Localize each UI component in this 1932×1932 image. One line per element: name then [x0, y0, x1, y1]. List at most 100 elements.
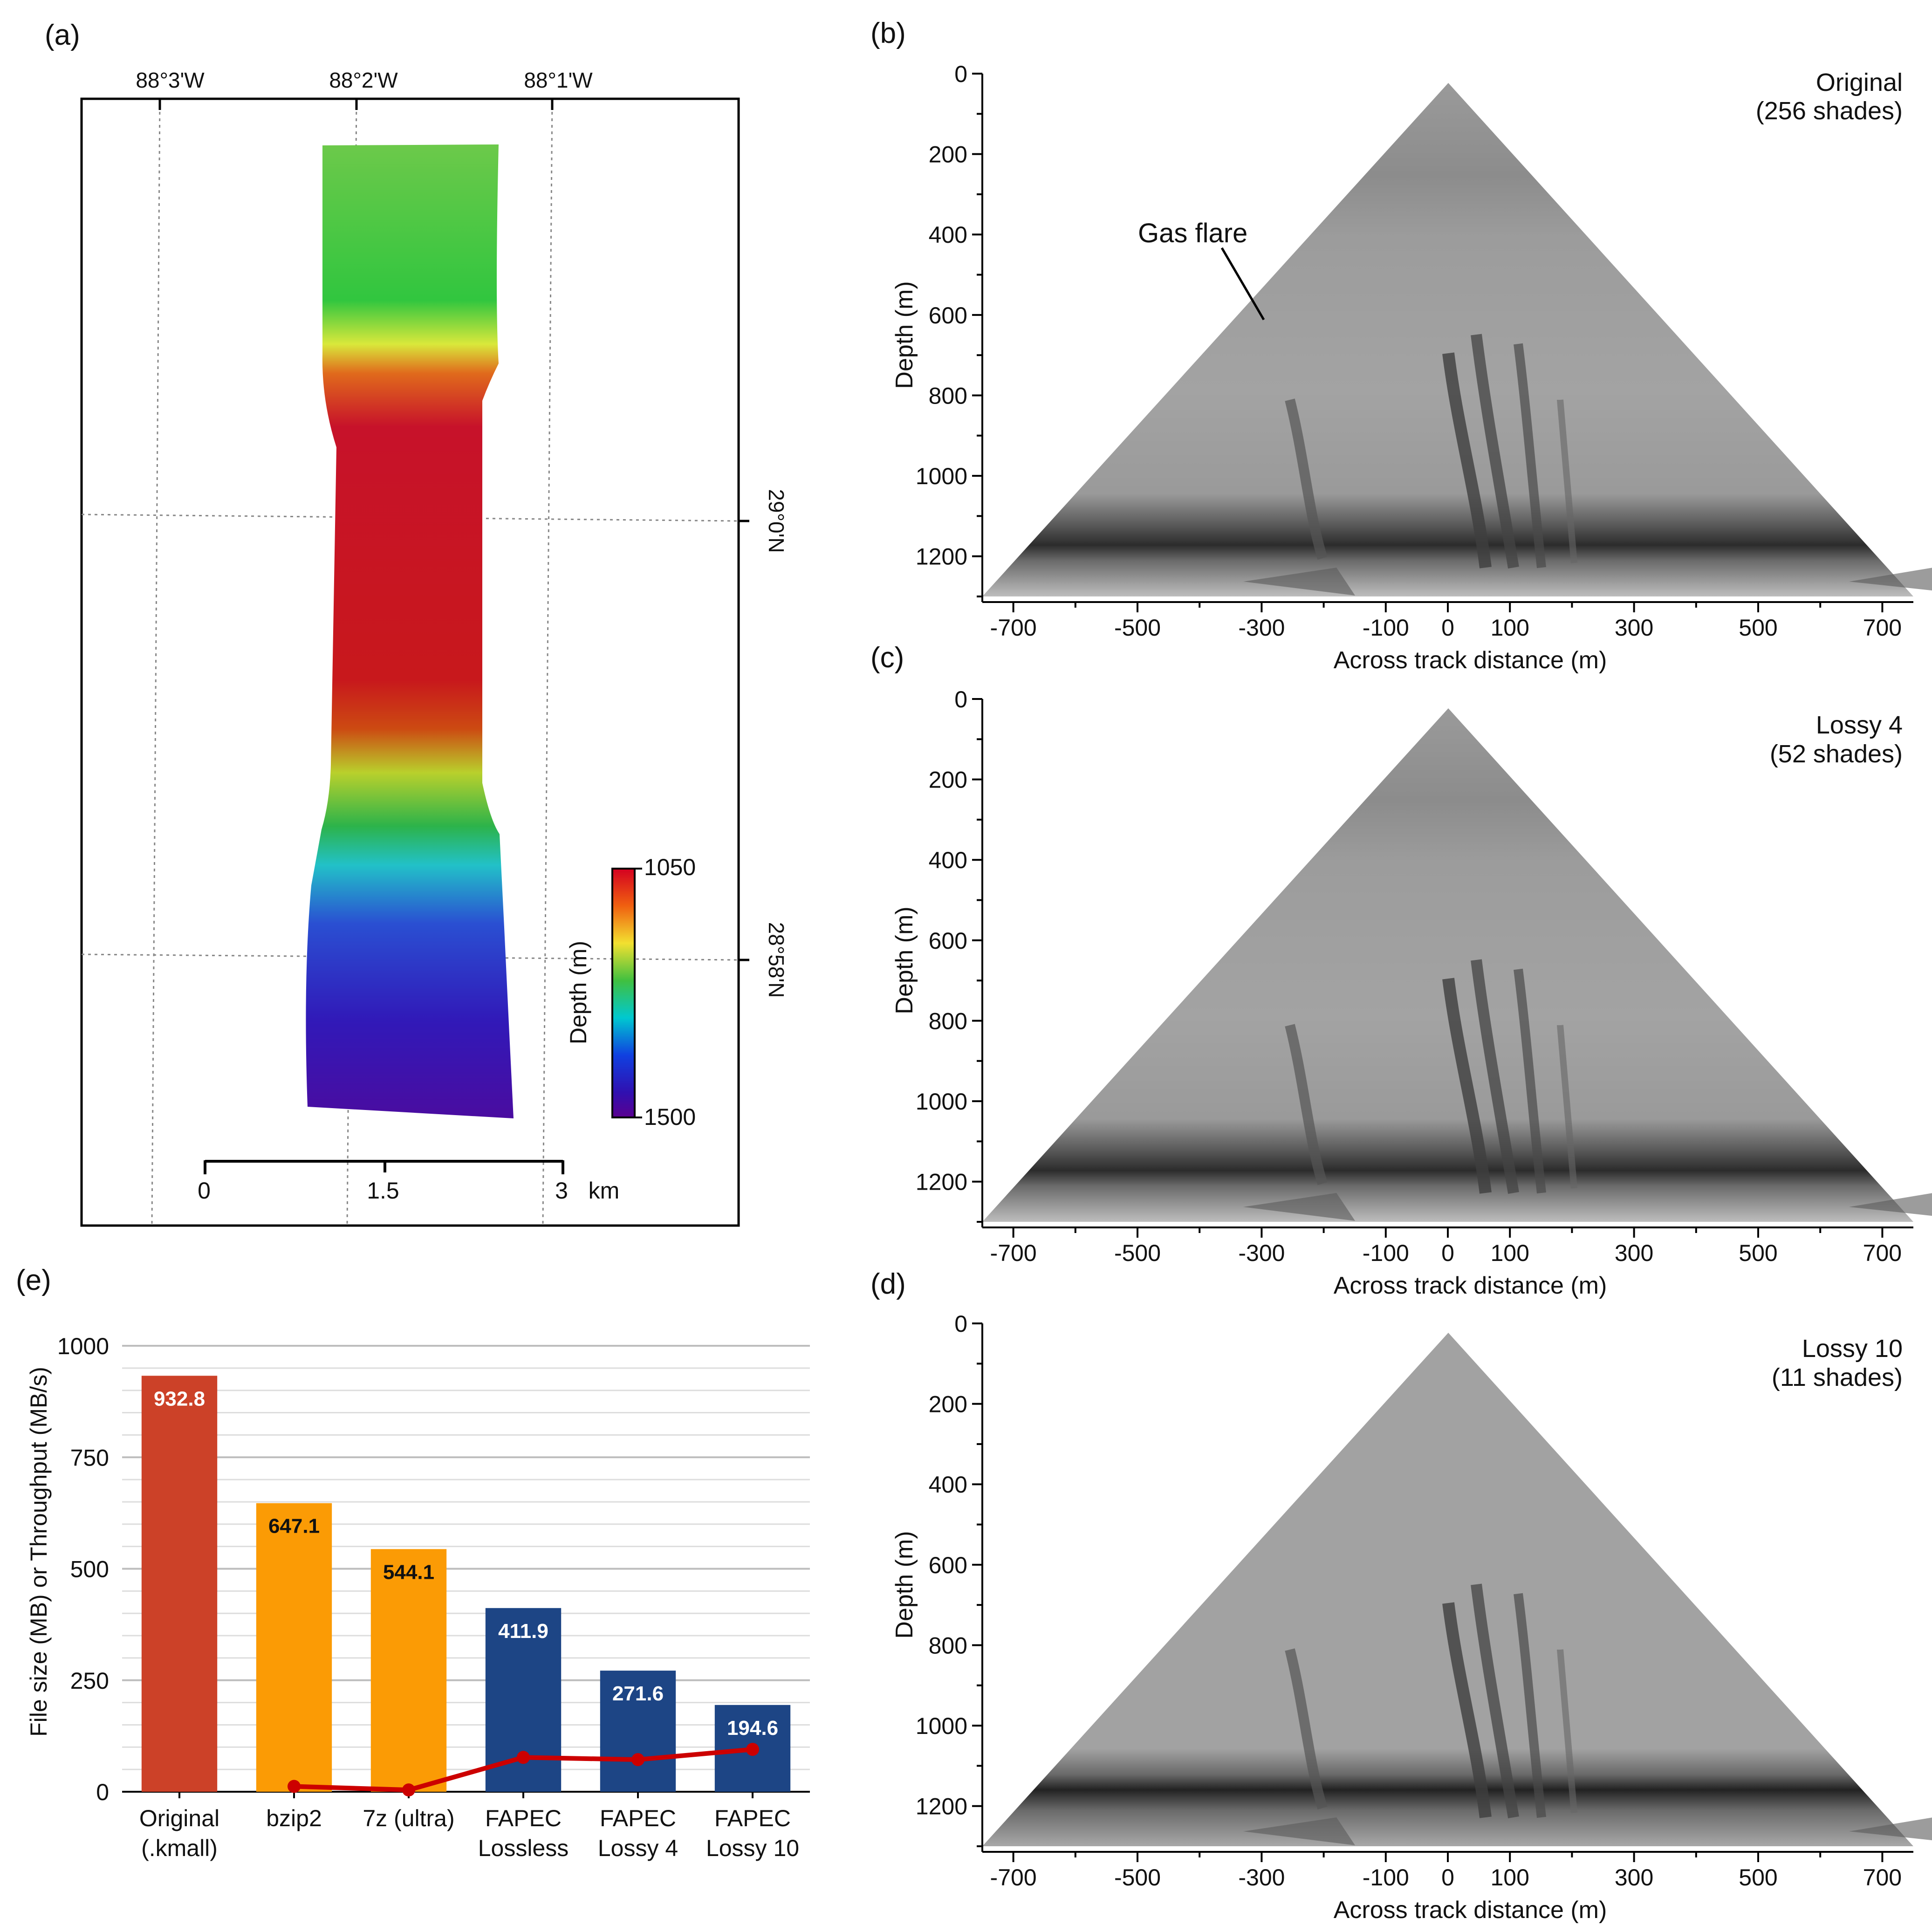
panel-title: Lossy 10 [1802, 1335, 1903, 1363]
wcd-y-tick-label: 200 [929, 1391, 967, 1418]
category-label-line2: Lossy 10 [706, 1835, 799, 1861]
wcd-x-tick-label: 700 [1863, 1240, 1902, 1266]
wcd-x-tick-label: 700 [1863, 615, 1902, 641]
wcd-y-tick-label: 1000 [916, 463, 967, 489]
throughput-point [402, 1783, 415, 1797]
wcd-x-tick-label: -700 [990, 1864, 1037, 1891]
gas-flare-annotation: Gas flare [1138, 218, 1247, 248]
wcd-x-tick-label: 300 [1615, 1240, 1653, 1266]
bar-value-label: 544.1 [383, 1561, 434, 1583]
panel-subtitle: (52 shades) [1770, 740, 1903, 768]
y-tick-label: 0 [96, 1779, 109, 1805]
wcd-axes: 0 200 400 600 800 1000 1200 -700 -500 -300 -100 0 10… [891, 61, 1913, 674]
wcd-x-tick-label: 100 [1490, 1864, 1529, 1891]
wcd-x-tick-label: -100 [1363, 1240, 1409, 1266]
wcd-y-tick-label: 200 [929, 767, 967, 793]
scalebar-label: 0 [198, 1178, 211, 1204]
y-tick-label: 1000 [57, 1333, 109, 1359]
wcd-y-tick-label: 0 [954, 1311, 967, 1337]
wcd-x-tick-label: -500 [1114, 615, 1161, 641]
panel-e: (e) File size (MB) or Throughput (MB/s) … [16, 1264, 810, 1861]
wcd-y-tick-label: 600 [929, 928, 967, 954]
wcd-y-axis-label: Depth (m) [891, 1531, 918, 1638]
wcd-x-tick-label: -100 [1363, 615, 1409, 641]
wcd-y-tick-label: 200 [929, 142, 967, 168]
wcd-y-tick-label: 1000 [916, 1089, 967, 1115]
wcd-y-tick-label: 400 [929, 222, 967, 248]
bathymetry-swath [306, 144, 514, 1118]
panel-b: (b) Original (256 shades) Gas flare 0 200… [870, 17, 1932, 674]
y-tick-label: 250 [70, 1668, 109, 1694]
wcd-image-lossy10 [982, 1333, 1932, 1846]
wcd-x-tick-label: 0 [1441, 1240, 1454, 1266]
throughput-point [517, 1751, 530, 1764]
lat-tick-label: 28°58'N [764, 922, 788, 998]
bar [600, 1671, 676, 1792]
wcd-y-tick-label: 0 [954, 686, 967, 713]
lon-tick-label: 88°3'W [136, 68, 205, 92]
lat-tick-label: 29°0'N [764, 489, 788, 553]
category-label: Original [139, 1805, 219, 1831]
wcd-x-axis-label: Across track distance (m) [1334, 1897, 1607, 1924]
wcd-x-tick-label: 500 [1739, 1864, 1777, 1891]
category-label: FAPEC [485, 1805, 562, 1831]
y-tick-label: 500 [70, 1556, 109, 1583]
wcd-y-tick-label: 600 [929, 302, 967, 329]
category-label: FAPEC [714, 1805, 791, 1831]
wcd-x-tick-label: -300 [1238, 1240, 1285, 1266]
map-tick-marks [158, 99, 749, 961]
panel-a-label: (a) [45, 19, 80, 51]
bar-value-label: 194.6 [727, 1717, 778, 1740]
panel-c: (c) Lossy 4 (52 shades) 0 200 400 600 800 100… [870, 642, 1932, 1299]
wcd-y-tick-label: 800 [929, 383, 967, 409]
throughput-point [631, 1753, 644, 1767]
wcd-x-tick-label: 500 [1739, 1240, 1777, 1266]
category-label: 7z (ultra) [363, 1805, 454, 1831]
wcd-x-tick-label: 500 [1739, 615, 1777, 641]
wcd-x-tick-label: -500 [1114, 1240, 1161, 1266]
wcd-y-tick-label: 800 [929, 1008, 967, 1034]
wcd-fan [982, 1333, 1913, 1846]
wcd-x-tick-label: 300 [1615, 615, 1653, 641]
annotation-pointer [1220, 247, 1265, 321]
bar [370, 1549, 447, 1792]
panel-title: Lossy 4 [1816, 711, 1903, 739]
bar-value-label: 411.9 [498, 1620, 548, 1643]
scalebar-unit: km [589, 1178, 620, 1204]
wcd-y-axis-label: Depth (m) [891, 906, 918, 1014]
throughput-point [288, 1780, 301, 1793]
scale-bar [204, 1160, 564, 1174]
bar [141, 1376, 218, 1792]
wcd-image-original [982, 83, 1932, 596]
panel-subtitle: (11 shades) [1772, 1363, 1903, 1391]
panel-a: (a) 88°3'W 88°2'W 88°1'W 29°0'N 28°58'N … [45, 19, 788, 1227]
wcd-fan [982, 83, 1913, 596]
wcd-y-tick-label: 400 [929, 847, 967, 873]
lon-tick-label: 88°1'W [524, 68, 593, 92]
category-label: bzip2 [266, 1805, 322, 1831]
bar-chart: 0 250 500 750 1000 932.8 Original (.kmall) 647.1… [57, 1333, 810, 1861]
y-tick-label: 750 [70, 1445, 109, 1471]
wcd-x-axis-label: Across track distance (m) [1334, 647, 1607, 674]
scalebar-label: 1.5 [367, 1178, 399, 1204]
wcd-x-axis-label: Across track distance (m) [1334, 1272, 1607, 1299]
bar [256, 1503, 332, 1792]
wcd-x-tick-label: 0 [1441, 615, 1454, 641]
category-label-line2: Lossy 4 [598, 1835, 678, 1861]
lon-tick-label: 88°2'W [329, 68, 398, 92]
colorbar-min-label: 1500 [644, 1104, 696, 1130]
wcd-y-tick-label: 1200 [916, 1794, 967, 1820]
wcd-x-tick-label: 100 [1490, 1240, 1529, 1266]
bar-value-label: 932.8 [154, 1387, 205, 1410]
wcd-x-tick-label: 300 [1615, 1864, 1653, 1891]
panel-d-label: (d) [870, 1268, 906, 1300]
depth-colorbar [611, 868, 636, 1118]
bar-value-label: 647.1 [268, 1515, 320, 1538]
category-label-line2: Lossless [478, 1835, 569, 1861]
category-label-line2: (.kmall) [141, 1835, 218, 1861]
wcd-y-axis-label: Depth (m) [891, 281, 918, 389]
wcd-y-tick-label: 600 [929, 1552, 967, 1578]
wcd-y-tick-label: 0 [954, 61, 967, 87]
panel-subtitle: (256 shades) [1756, 97, 1903, 125]
